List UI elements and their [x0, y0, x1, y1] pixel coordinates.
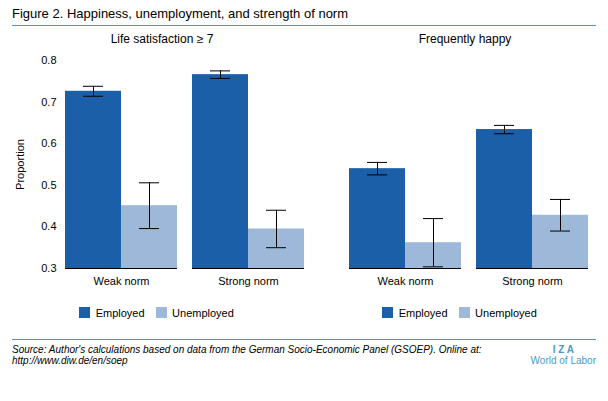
svg-text:0.8: 0.8 — [41, 54, 56, 66]
html-text:Employed: Employed — [95, 306, 145, 319]
svg-text:0.3: 0.3 — [41, 262, 56, 274]
html-text:Figure 2. Happiness, unemploym: Figure 2. Happiness, unemployment, and s… — [12, 6, 348, 21]
svg-text:0.4: 0.4 — [41, 220, 56, 232]
html-text:Source: Author's calculations: Source: Author's calculations based on d… — [12, 343, 482, 366]
svg-text:0.7: 0.7 — [41, 96, 56, 108]
svg-text:Proportion: Proportion — [14, 139, 26, 190]
html-text:Frequently happy: Frequently happy — [418, 32, 512, 46]
svg-text:Weak norm: Weak norm — [377, 275, 433, 287]
html-text:I Z A: I Z A — [552, 343, 574, 355]
html-text:Life satisfaction ≥ 7: Life satisfaction ≥ 7 — [110, 32, 214, 46]
html-text:Unemployed: Unemployed — [172, 306, 234, 319]
html-text:World of Labor: World of Labor — [530, 354, 596, 366]
svg-text:Strong norm: Strong norm — [502, 275, 563, 287]
html-text:Employed: Employed — [398, 306, 448, 319]
svg-text:0.5: 0.5 — [41, 179, 56, 191]
html-text:Unemployed: Unemployed — [475, 306, 537, 319]
svg-text:Strong norm: Strong norm — [218, 275, 279, 287]
svg-text:0.6: 0.6 — [41, 137, 56, 149]
svg-text:Weak norm: Weak norm — [93, 275, 149, 287]
